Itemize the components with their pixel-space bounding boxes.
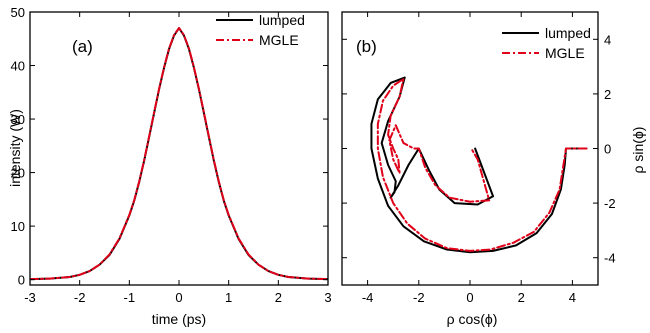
panel-b-xtick-label: -2 [413, 290, 425, 305]
panel-a-xtick-label: 3 [324, 290, 331, 305]
legend-b-label-lumped: lumped [545, 25, 591, 41]
legend-a-label-lumped: lumped [259, 12, 305, 28]
panel-b-label: (b) [356, 37, 377, 56]
panel-a-xtick-label: -1 [124, 290, 136, 305]
panel-b-ytick-label: 2 [604, 87, 611, 102]
panel-b-ytick-label: 0 [604, 142, 611, 157]
panel-b-ylabel: ρ sin(ϕ) [630, 127, 646, 174]
panel-a-xtick-label: 0 [175, 290, 182, 305]
panel-a-series-mgle-line [30, 27, 328, 281]
panel-a-xlabel: time (ps) [152, 311, 206, 327]
panel-a-ytick-label: 20 [11, 166, 25, 181]
panel-b-series-mgle-line [376, 77, 588, 252]
legend-b-label-mgle: MGLE [545, 45, 585, 61]
panel-a-series-lumped-line [30, 27, 328, 281]
panel-a-label: (a) [72, 37, 93, 56]
panel-a-xtick-label: -2 [74, 290, 86, 305]
panel-b-ytick-label: -2 [604, 196, 616, 211]
panel-a-ytick-label: 30 [11, 112, 25, 127]
panel-b-legend: lumped MGLE [502, 25, 591, 61]
panel-a-ytick-label: 0 [18, 273, 25, 288]
legend-a-label-mgle: MGLE [259, 32, 299, 48]
panel-a-xtick-label: -3 [24, 290, 36, 305]
panel-b-xtick-label: -4 [362, 290, 374, 305]
panel-a-legend: lumped MGLE [216, 12, 305, 48]
panel-b-ytick-label: 4 [604, 32, 611, 47]
panel-b-xtick-label: 0 [466, 290, 473, 305]
panel-b-xtick-label: 4 [569, 290, 576, 305]
panel-a-xtick-label: 2 [275, 290, 282, 305]
panel-b: -4 -2 0 2 4 -4 -2 0 2 4 (b) ρ cos(ϕ) ρ sin(ϕ) lum… [341, 11, 646, 327]
panel-b-xtick-label: 2 [518, 290, 525, 305]
panel-b-ytick-label: -4 [604, 251, 616, 266]
panel-b-xlabel: ρ cos(ϕ) [447, 311, 498, 327]
panel-a-ytick-label: 50 [11, 5, 25, 20]
panel-a-ytick-label: 10 [11, 219, 25, 234]
panel-a-ytick-label: 40 [11, 59, 25, 74]
panel-a-ylabel: intensity (W) [7, 109, 23, 187]
panel-a-xtick-label: 1 [225, 290, 232, 305]
